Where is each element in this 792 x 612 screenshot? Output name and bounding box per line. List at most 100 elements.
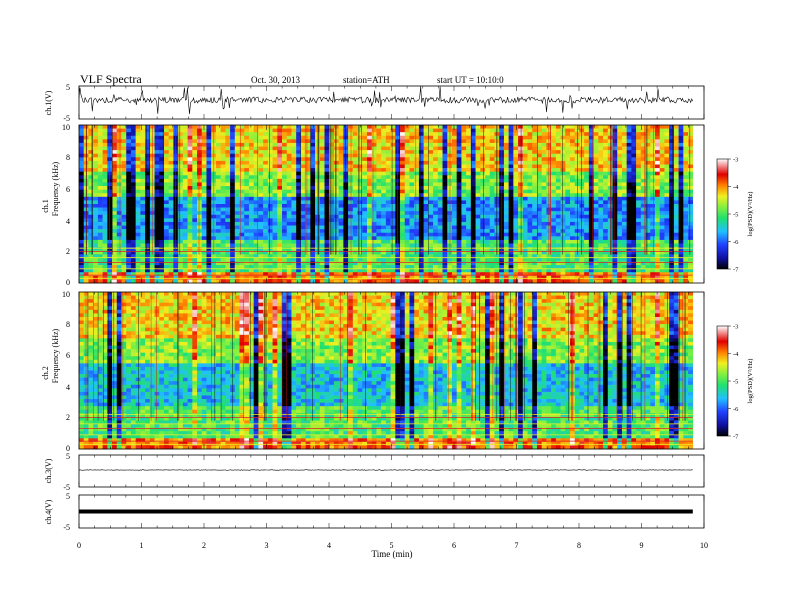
- spectrogram-cell: [197, 207, 203, 212]
- spectrogram-cell: [163, 135, 169, 140]
- spectrogram-cell: [631, 229, 637, 234]
- spectrogram-cell: [423, 186, 429, 190]
- spectrogram-cell: [277, 160, 283, 165]
- spectrogram-cell: [414, 218, 420, 223]
- spectrogram-cell: [371, 229, 377, 234]
- spectrogram-cell: [319, 193, 325, 198]
- spectrogram-cell: [234, 207, 240, 212]
- spectrogram-cell: [182, 135, 188, 140]
- spectrogram-cell: [461, 153, 467, 158]
- spectrogram-cell: [466, 243, 472, 248]
- spectrogram-cell: [536, 175, 542, 180]
- spectrogram-cell: [551, 200, 557, 205]
- spectrogram-cell: [263, 193, 269, 198]
- spectrogram-cell: [267, 193, 273, 198]
- spectrogram-cell: [315, 254, 321, 259]
- spectrogram-cell: [664, 178, 670, 183]
- spectrogram-cell: [348, 257, 354, 262]
- spectrogram-cell: [126, 153, 132, 158]
- spectrogram-cell: [536, 243, 542, 248]
- spectrogram-cell: [664, 128, 670, 133]
- spectrogram-cell: [244, 211, 250, 216]
- spectrogram-cell: [678, 150, 684, 155]
- spectrogram-cell: [603, 207, 609, 212]
- spectrogram-cell: [173, 200, 179, 205]
- spectrogram-cell: [621, 153, 627, 158]
- spectrogram-cell: [437, 168, 443, 172]
- spectrogram-cell: [617, 175, 623, 180]
- spectrogram-cell: [683, 164, 689, 169]
- spectrogram-cell: [428, 150, 434, 155]
- spectrogram-cell: [536, 178, 542, 183]
- spectrogram-cell: [414, 221, 420, 226]
- spectrogram-cell: [88, 239, 94, 244]
- spectrogram-cell: [555, 250, 561, 255]
- spectrogram-cell: [225, 182, 231, 187]
- spectrogram-cell: [560, 211, 566, 216]
- spectrogram-cell: [215, 146, 221, 151]
- spectrogram-cell: [532, 204, 538, 208]
- spectrogram-cell: [253, 135, 259, 140]
- spectrogram-cell: [640, 182, 646, 187]
- spectrogram-cell: [102, 146, 108, 151]
- spectrogram-cell: [253, 196, 259, 201]
- spectrogram-cell: [230, 214, 236, 219]
- spectrogram-cell: [683, 239, 689, 244]
- spectrogram-cell: [263, 200, 269, 205]
- spectrogram-cell: [461, 171, 467, 176]
- spectrogram-cell: [277, 153, 283, 158]
- spectrogram-cell: [282, 164, 288, 169]
- spectrogram-cell: [371, 239, 377, 244]
- spectrogram-cell: [197, 257, 203, 262]
- spectrogram-cell: [126, 189, 132, 194]
- spectrogram-cell: [451, 128, 457, 133]
- spectrogram-cell: [173, 243, 179, 248]
- spectrogram-cell: [621, 196, 627, 201]
- spectrogram-cell: [485, 236, 491, 241]
- spectrogram-cell: [239, 175, 245, 180]
- spectrogram-cell: [423, 157, 429, 162]
- spectrogram-cell: [225, 171, 231, 176]
- spectrogram-cell: [461, 128, 467, 133]
- spectrogram-cell: [305, 178, 311, 183]
- spectrogram-cell: [428, 142, 434, 147]
- spectrogram-cell: [319, 182, 325, 187]
- spectrogram-cell: [267, 229, 273, 234]
- spectrogram-cell: [527, 178, 533, 183]
- spectrogram-cell: [178, 250, 184, 255]
- spectrogram-cell: [536, 128, 542, 133]
- spectrogram-cell: [215, 171, 221, 176]
- spectrogram-cell: [645, 211, 651, 216]
- spectrogram-cell: [173, 153, 179, 158]
- spectrogram-cell: [282, 146, 288, 151]
- spectrogram-cell: [480, 146, 486, 151]
- spectrogram-cell: [145, 157, 151, 162]
- spectrogram-cell: [489, 168, 495, 172]
- spectrogram-cell: [669, 221, 675, 226]
- spectrogram-cell: [97, 150, 103, 155]
- spectrogram-cell: [494, 153, 500, 158]
- spectrogram-cell: [362, 250, 368, 255]
- spectrogram-cell: [678, 160, 684, 165]
- spectrogram-cell: [475, 214, 481, 219]
- spectrogram-cell: [324, 125, 330, 129]
- spectrogram-cell: [612, 175, 618, 180]
- spectrogram-cell: [102, 229, 108, 234]
- date-label: Oct. 30, 2013: [251, 75, 300, 85]
- spectrogram-cell: [140, 218, 146, 223]
- spectrogram-cell: [645, 239, 651, 244]
- spectrogram-cell: [376, 218, 382, 223]
- spectrogram-cell: [300, 214, 306, 219]
- spectrogram-cell: [329, 247, 335, 251]
- spectrogram-cell: [659, 139, 665, 144]
- spectrogram-cell: [664, 207, 670, 212]
- spectrogram-cell: [225, 128, 231, 133]
- spectrogram-cell: [234, 232, 240, 237]
- spectrogram-cell: [669, 178, 675, 183]
- spectrogram-cell: [673, 150, 679, 155]
- spectrogram-cell: [650, 196, 656, 201]
- spectrogram-cell: [244, 175, 250, 180]
- spectrogram-cell: [239, 254, 245, 259]
- spectrogram-cell: [654, 171, 660, 176]
- spectrogram-cell: [385, 225, 391, 230]
